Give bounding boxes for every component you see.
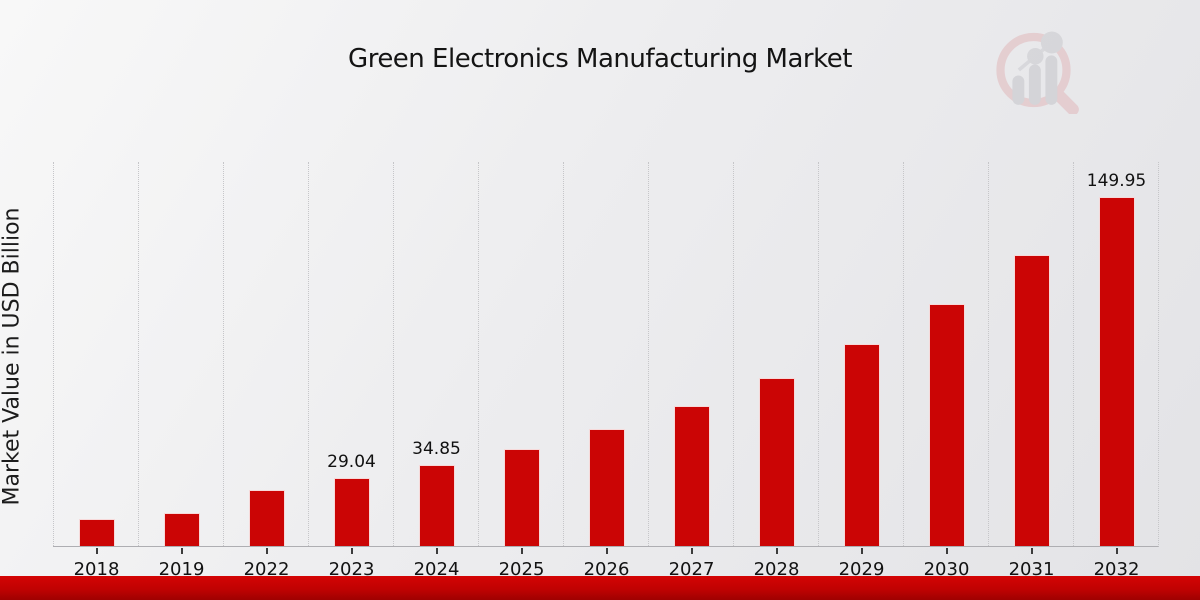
bar-2025 [503,448,540,546]
bar-column: 2019 [138,162,224,580]
bar-2028 [758,377,795,546]
x-axis-tick-label: 2027 [668,559,715,580]
x-axis-tick-label: 2024 [413,559,460,580]
x-axis-tick-label: 2029 [838,559,885,580]
bar-column: 2030 [903,162,989,580]
bar-column: 2028 [733,162,819,580]
x-axis-tick [265,548,268,554]
x-axis-tick [1115,548,1118,554]
bar-column: 2018 [53,162,139,580]
bar-column: 2022 [223,162,309,580]
bar-2027 [673,405,710,546]
x-axis-tick [350,548,353,554]
x-axis-tick [180,548,183,554]
bar-column: 2031 [988,162,1074,580]
bar-2030 [928,303,965,546]
bar-2026 [588,429,625,546]
bar-2018 [78,518,115,546]
bar-value-label: 149.95 [1086,171,1147,191]
mrfr-logo [993,26,1085,116]
bar-column: 2027 [648,162,734,580]
magnifier-bar-chart-icon [996,31,1079,116]
x-axis-tick-label: 2019 [158,559,205,580]
x-axis-tick-label: 2030 [923,559,970,580]
bar-column: 149.95 2032 [1073,162,1159,580]
y-axis-label: Market Value in USD Billion [0,207,25,506]
x-axis-tick-label: 2028 [753,559,800,580]
bar-2032 [1098,197,1135,546]
x-axis-tick-label: 2026 [583,559,630,580]
bar-value-label: 29.04 [327,452,376,473]
x-axis-tick-label: 2023 [328,559,375,580]
x-axis-tick-label: 2032 [1093,559,1140,580]
chart-title: Green Electronics Manufacturing Market [348,44,852,74]
x-axis-tick-label: 2031 [1008,559,1055,580]
x-axis-tick [605,548,608,554]
bar-column: 34.85 2024 [393,162,479,580]
footer-accent-bar [0,576,1200,600]
x-axis-tick [945,548,948,554]
x-axis-tick [690,548,693,554]
x-axis-tick [435,548,438,554]
bar-column: 2029 [818,162,904,580]
x-axis-tick-label: 2018 [73,559,120,580]
bar-column: 2025 [478,162,564,580]
x-axis-tick [775,548,778,554]
x-axis-tick-label: 2022 [243,559,290,580]
bar-value-label: 34.85 [412,438,461,459]
bar-2019 [163,513,200,546]
bar-2024 [418,464,455,546]
x-axis-tick [520,548,523,554]
bar-2031 [1013,255,1050,546]
x-axis-tick [95,548,98,554]
bar-2022 [248,489,285,546]
bar-2023 [333,478,370,546]
x-axis-tick [860,548,863,554]
bar-2029 [843,344,880,546]
plot-area: 2018 2019 2022 29.04 2023 34.85 2024 2025 2026 20… [53,162,1159,580]
x-axis-tick [1030,548,1033,554]
bar-column: 29.04 2023 [308,162,394,580]
x-axis-tick-label: 2025 [498,559,545,580]
bar-column: 2026 [563,162,649,580]
